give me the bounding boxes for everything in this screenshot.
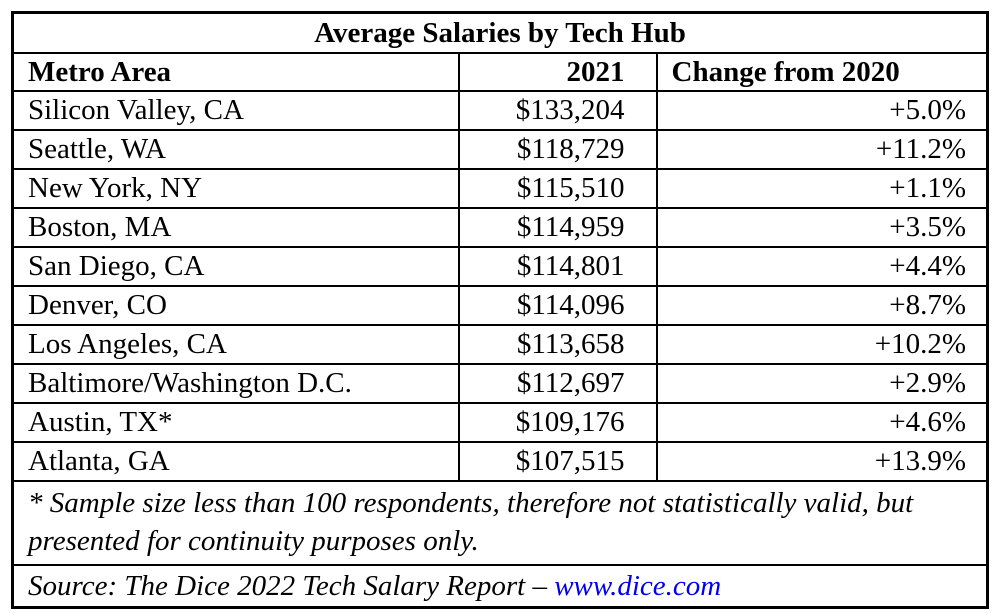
change-from-2020-cell: +10.2% (655, 324, 989, 365)
source-link[interactable]: www.dice.com (554, 569, 722, 602)
change-from-2020-cell: +4.4% (655, 246, 989, 287)
metro-area-cell: San Diego, CA (11, 246, 460, 287)
change-from-2020-cell: +13.9% (655, 441, 989, 482)
salary-table: Average Salaries by Tech Hub Metro Area … (11, 11, 990, 609)
column-header-change-from-2020: Change from 2020 (655, 52, 989, 92)
change-from-2020-cell: +8.7% (655, 285, 989, 326)
header-row: Metro Area 2021 Change from 2020 (11, 52, 989, 92)
metro-area-cell: Seattle, WA (11, 129, 460, 170)
salary-2021-cell: $112,697 (457, 363, 658, 404)
metro-area-cell: Baltimore/Washington D.C. (11, 363, 460, 404)
table-row: New York, NY $115,510 +1.1% (11, 168, 989, 209)
salary-2021-cell: $113,658 (457, 324, 658, 365)
salary-2021-cell: $107,515 (457, 441, 658, 482)
metro-area-cell: Austin, TX* (11, 402, 460, 443)
metro-area-cell: Atlanta, GA (11, 441, 460, 482)
table-row: San Diego, CA $114,801 +4.4% (11, 246, 989, 287)
salary-2021-cell: $133,204 (457, 90, 658, 131)
change-from-2020-cell: +1.1% (655, 168, 989, 209)
table-title: Average Salaries by Tech Hub (11, 11, 989, 54)
table-row: Silicon Valley, CA $133,204 +5.0% (11, 90, 989, 131)
table-row: Los Angeles, CA $113,658 +10.2% (11, 324, 989, 365)
salary-2021-cell: $118,729 (457, 129, 658, 170)
column-header-metro-area: Metro Area (11, 52, 460, 92)
table-row: Austin, TX* $109,176 +4.6% (11, 402, 989, 443)
salary-2021-cell: $114,096 (457, 285, 658, 326)
change-from-2020-cell: +3.5% (655, 207, 989, 248)
footnote-text: * Sample size less than 100 respondents,… (11, 480, 989, 566)
change-from-2020-cell: +5.0% (655, 90, 989, 131)
metro-area-cell: Los Angeles, CA (11, 324, 460, 365)
change-from-2020-cell: +2.9% (655, 363, 989, 404)
table-row: Baltimore/Washington D.C. $112,697 +2.9% (11, 363, 989, 404)
document-page: Average Salaries by Tech Hub Metro Area … (11, 11, 990, 609)
salary-2021-cell: $114,959 (457, 207, 658, 248)
footnote-row: * Sample size less than 100 respondents,… (11, 480, 989, 566)
source-line: Source: The Dice 2022 Tech Salary Report… (11, 564, 989, 609)
salary-2021-cell: $114,801 (457, 246, 658, 287)
column-header-2021: 2021 (457, 52, 658, 92)
table-row: Boston, MA $114,959 +3.5% (11, 207, 989, 248)
title-row: Average Salaries by Tech Hub (11, 11, 989, 54)
table-row: Denver, CO $114,096 +8.7% (11, 285, 989, 326)
table-row: Atlanta, GA $107,515 +13.9% (11, 441, 989, 482)
metro-area-cell: Boston, MA (11, 207, 460, 248)
source-text: Source: The Dice 2022 Tech Salary Report… (28, 569, 555, 602)
change-from-2020-cell: +4.6% (655, 402, 989, 443)
metro-area-cell: Denver, CO (11, 285, 460, 326)
metro-area-cell: New York, NY (11, 168, 460, 209)
metro-area-cell: Silicon Valley, CA (11, 90, 460, 131)
salary-2021-cell: $109,176 (457, 402, 658, 443)
source-row: Source: The Dice 2022 Tech Salary Report… (11, 564, 989, 609)
table-row: Seattle, WA $118,729 +11.2% (11, 129, 989, 170)
change-from-2020-cell: +11.2% (655, 129, 989, 170)
salary-2021-cell: $115,510 (457, 168, 658, 209)
